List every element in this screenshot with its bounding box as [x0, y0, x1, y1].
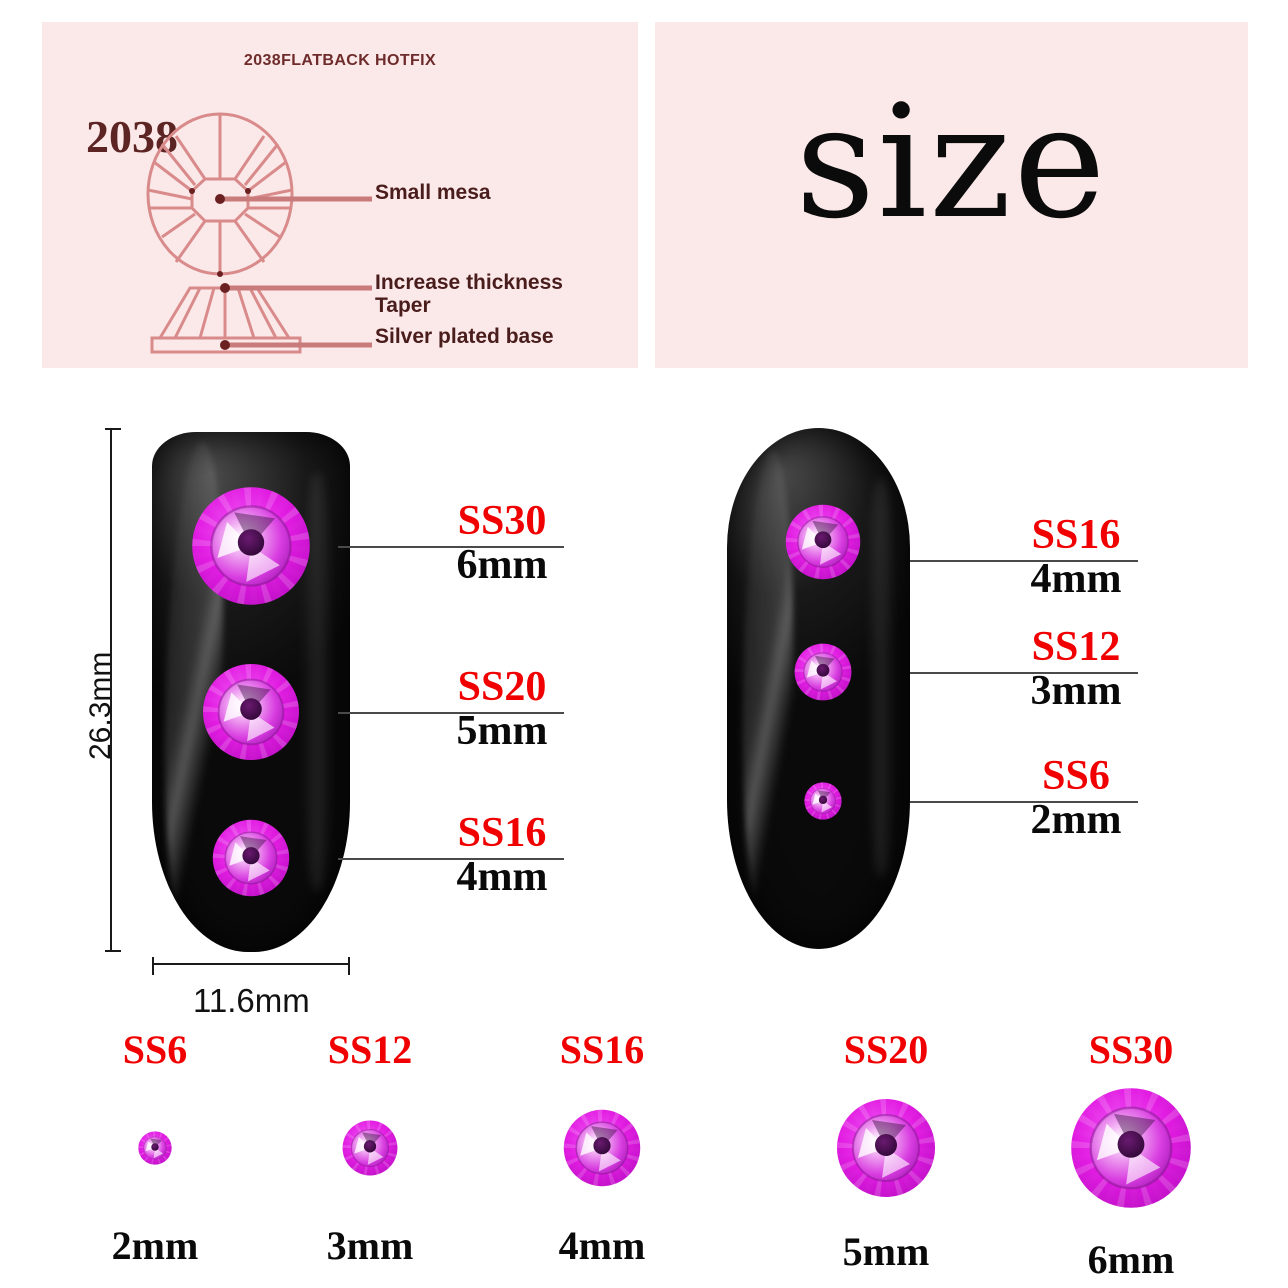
- size-callout-ss6-right: SS6 2mm: [1022, 755, 1130, 841]
- rhinestone-ss12-on-nail-right: [794, 643, 852, 701]
- leader-line-ss30: [338, 546, 564, 548]
- legend-ss-label-ss20: SS20: [843, 1027, 929, 1072]
- height-dimension-line: [105, 428, 121, 952]
- product-code-2038: 2038: [86, 111, 178, 162]
- mm-value: 2mm: [1030, 797, 1122, 843]
- leader-line-ss12-right: [910, 672, 1138, 674]
- ss-value: SS6: [1042, 753, 1110, 799]
- rhinestone-ss16-on-nail-right: [785, 504, 861, 580]
- width-dimension-line: [152, 957, 350, 975]
- size-callout-ss30: SS30 6mm: [448, 500, 556, 586]
- mm-value: 3mm: [1030, 668, 1122, 714]
- leader-line-ss16: [338, 858, 564, 860]
- callout-small-mesa: Small mesa: [375, 181, 491, 204]
- callout-increase-thickness: Increase thickness: [375, 271, 563, 294]
- flatback-schematic: [146, 112, 372, 354]
- legend-mm-label-2mm: 2mm: [111, 1223, 199, 1268]
- rhinestone-ss30-on-nail: [191, 486, 311, 606]
- mm-value: 6mm: [456, 542, 548, 588]
- diagram-title: 2038FLATBACK HOTFIX: [243, 52, 437, 69]
- size-heading-panel: size: [655, 22, 1248, 368]
- size-callout-ss16: SS16 4mm: [448, 812, 556, 898]
- callout-taper: Taper: [375, 294, 431, 317]
- legend-rhinestone-ss20: [836, 1098, 936, 1198]
- flatback-diagram-panel: 2038FLATBACK HOTFIX 2038: [42, 22, 638, 368]
- legend-mm-label-5mm: 5mm: [842, 1229, 930, 1274]
- leader-line-ss20: [338, 712, 564, 714]
- legend-mm-label-4mm: 4mm: [558, 1223, 646, 1268]
- leader-line-ss6-right: [910, 801, 1138, 803]
- callout-silver-plated-base: Silver plated base: [375, 325, 554, 348]
- rhinestone-ss20-on-nail: [202, 663, 300, 761]
- height-dimension-label: 26.3mm: [84, 651, 117, 760]
- rhinestone-ss16-on-nail: [212, 819, 290, 897]
- ss-value: SS16: [1031, 512, 1121, 558]
- size-word: size: [795, 71, 1108, 253]
- ss-value: SS16: [457, 810, 547, 856]
- legend-ss-label-ss30: SS30: [1088, 1027, 1174, 1072]
- legend-ss-label-ss16: SS16: [559, 1027, 645, 1072]
- legend-rhinestone-ss16: [563, 1109, 641, 1187]
- nail-gloss-secondary: [866, 478, 896, 878]
- leader-dot-thickness: [220, 283, 230, 293]
- width-dimension-label: 11.6mm: [193, 982, 310, 1019]
- legend-rhinestone-ss30: [1070, 1087, 1192, 1209]
- mm-value: 4mm: [1030, 556, 1122, 602]
- rhinestone-ss6-on-nail-right: [804, 782, 842, 820]
- ss-value: SS30: [457, 498, 547, 544]
- leader-line-ss16-right: [910, 560, 1138, 562]
- size-callout-ss12-right: SS12 3mm: [1022, 626, 1130, 712]
- legend-rhinestone-ss6: [138, 1131, 172, 1165]
- legend-mm-label-6mm: 6mm: [1087, 1237, 1175, 1282]
- ss-value: SS12: [1031, 624, 1121, 670]
- legend-mm-label-3mm: 3mm: [326, 1223, 414, 1268]
- ss-value: SS20: [457, 664, 547, 710]
- legend-rhinestone-ss12: [342, 1120, 398, 1176]
- mm-value: 4mm: [456, 854, 548, 900]
- legend-ss-label-ss6: SS6: [122, 1027, 188, 1072]
- leader-dot-mesa: [215, 194, 225, 204]
- size-callout-ss16-right: SS16 4mm: [1022, 514, 1130, 600]
- size-callout-ss20: SS20 5mm: [448, 666, 556, 752]
- leader-dot-base: [220, 340, 230, 350]
- legend-ss-label-ss12: SS12: [327, 1027, 413, 1072]
- mm-value: 5mm: [456, 708, 548, 754]
